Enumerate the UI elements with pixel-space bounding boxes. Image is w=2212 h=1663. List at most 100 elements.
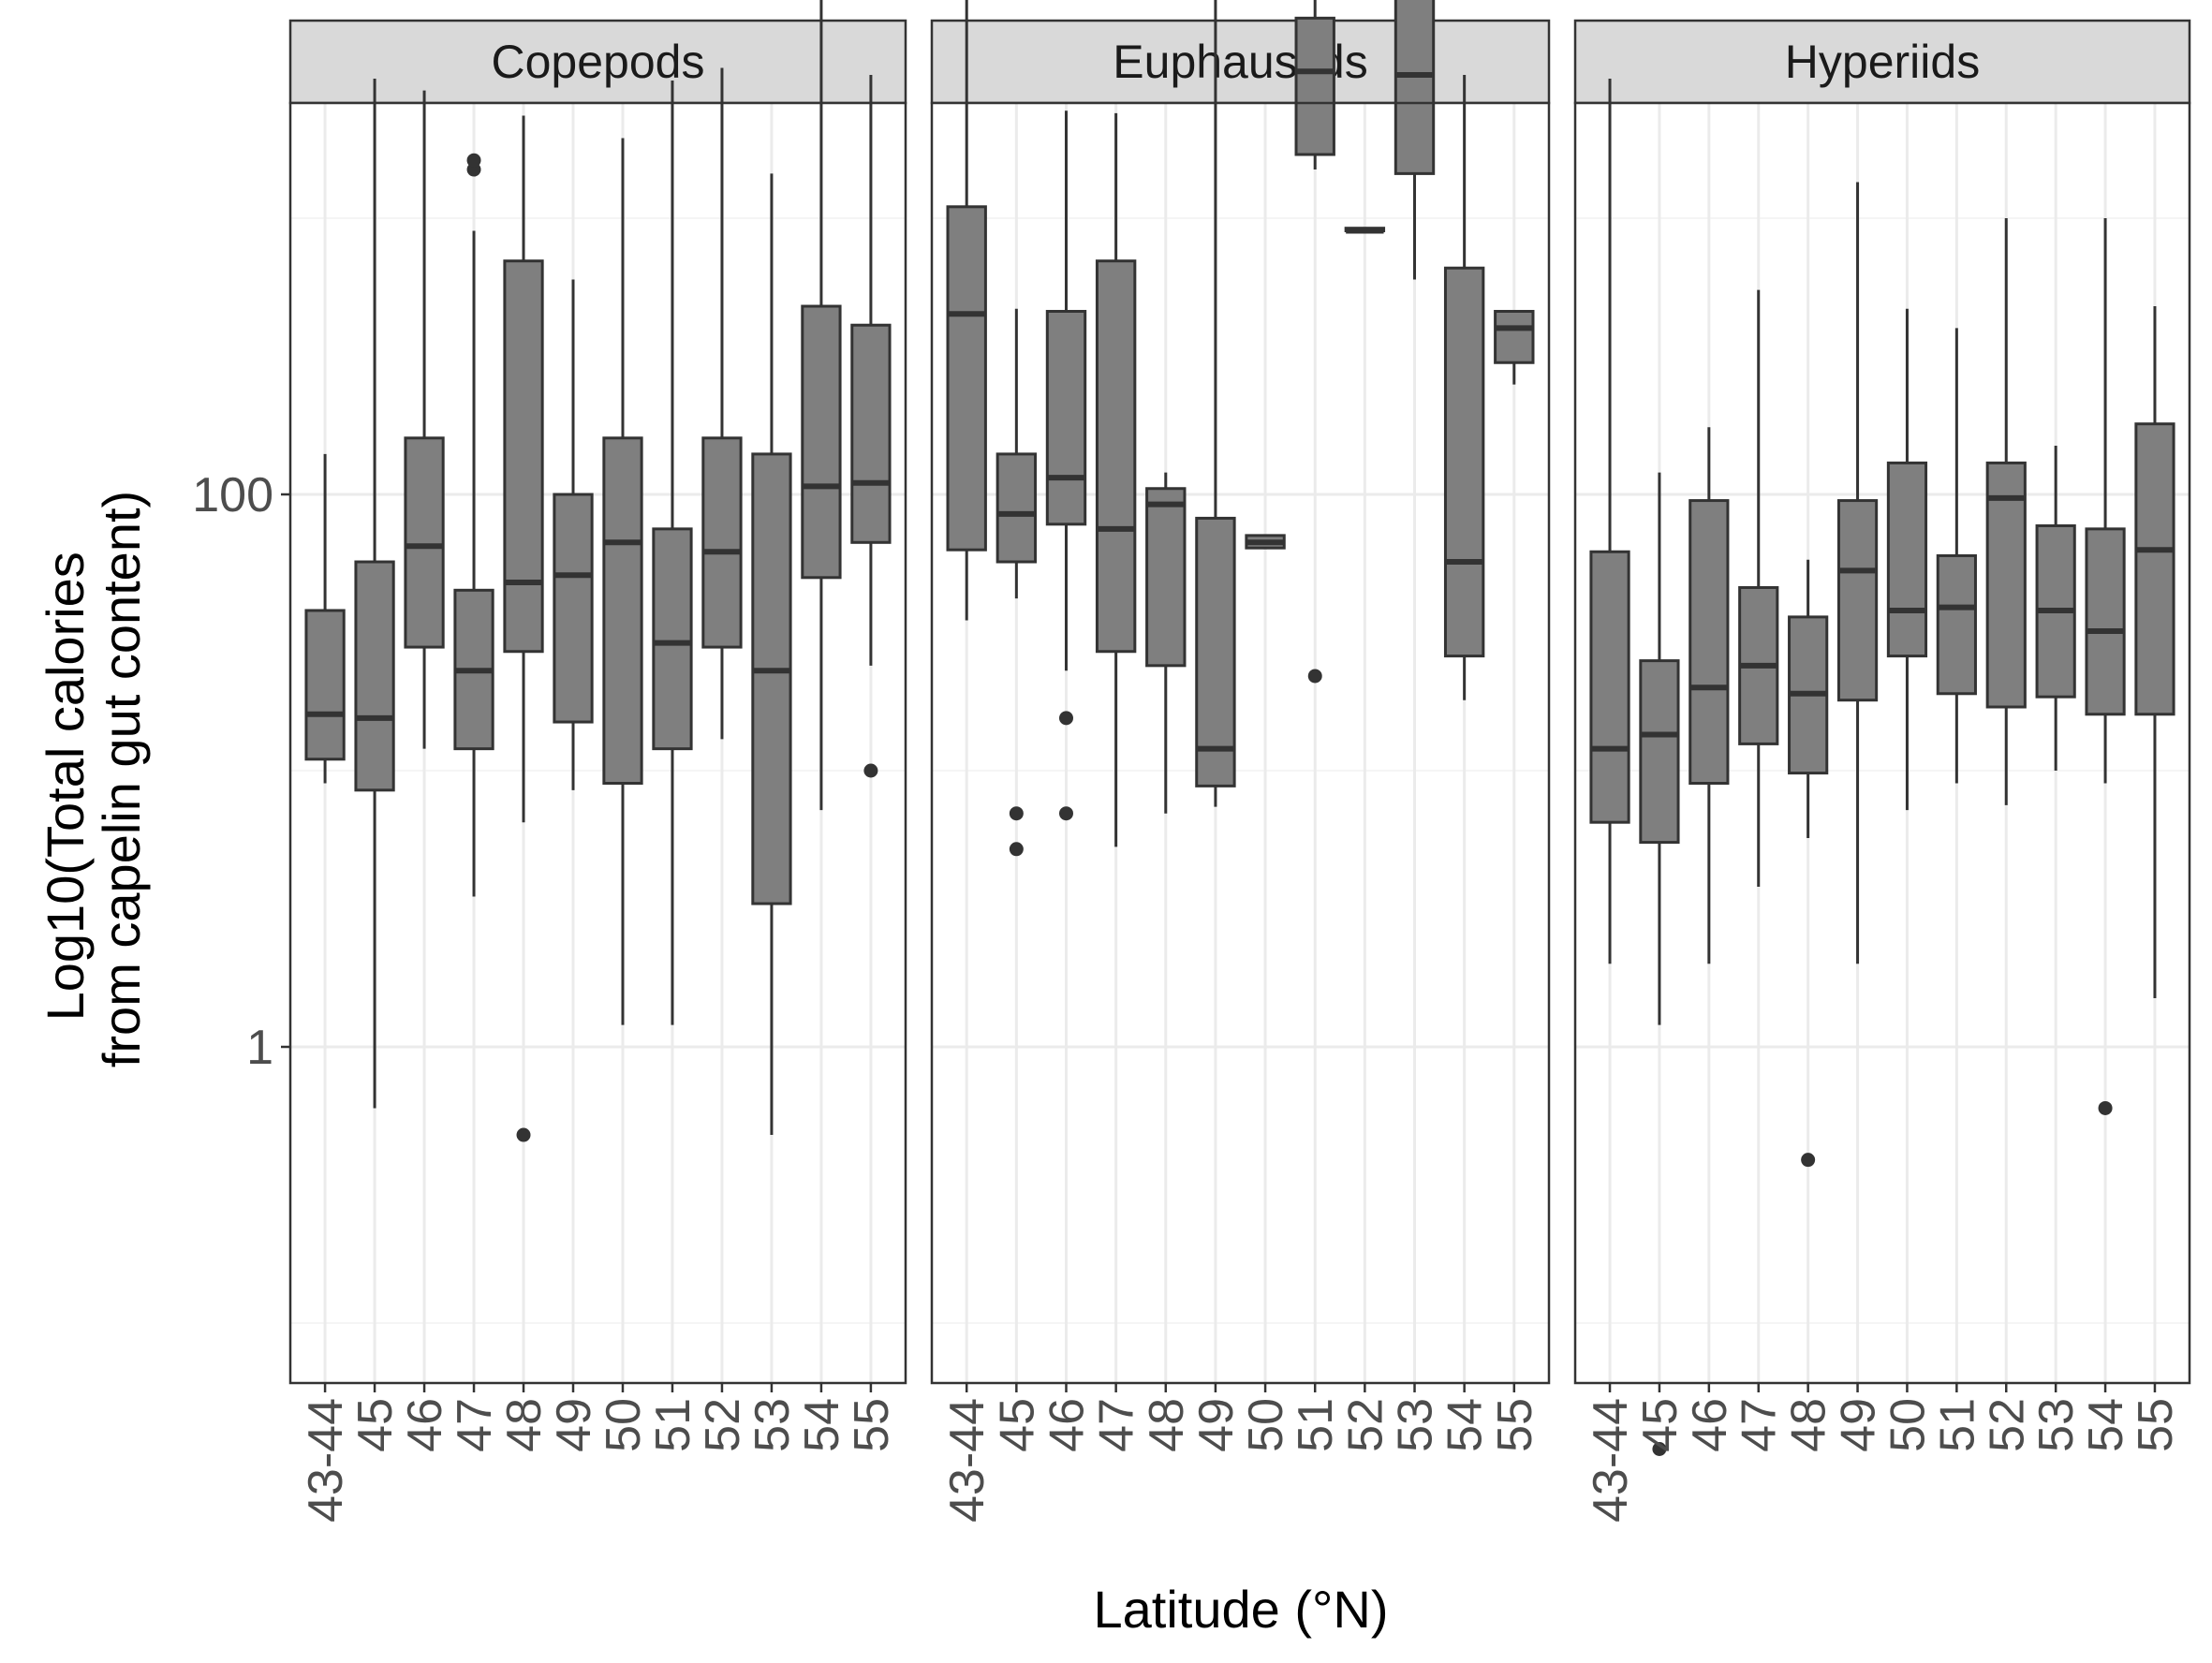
box-47 (453, 153, 494, 897)
x-tick-label: 48 (1782, 1398, 1836, 1452)
box-52 (1344, 227, 1386, 234)
box-iqr (1095, 259, 1137, 654)
x-tick-label: 54 (1438, 1398, 1493, 1452)
x-tick-label: 43-44 (940, 1398, 995, 1523)
x-tick-label: 49 (547, 1398, 601, 1452)
x-tick-label: 52 (1980, 1398, 2034, 1452)
outlier-point (863, 763, 878, 778)
box-iqr (1294, 16, 1335, 156)
box-51 (1936, 328, 1977, 784)
box-iqr (995, 452, 1038, 564)
box-iqr (946, 205, 987, 552)
box-47 (1738, 289, 1779, 887)
box-55 (2134, 306, 2175, 999)
facet-strip (1573, 19, 2191, 105)
outlier-point (1652, 1441, 1667, 1456)
box-iqr (2134, 422, 2175, 716)
box-48 (1145, 472, 1187, 814)
box-43-44 (304, 453, 346, 784)
facet-strip (930, 19, 1551, 105)
box-iqr (553, 493, 594, 724)
x-tick-label: 45 (1633, 1398, 1688, 1452)
box-iqr (503, 259, 544, 654)
box-iqr (1145, 487, 1187, 668)
box-50 (602, 138, 643, 1025)
box-45 (354, 78, 395, 1109)
x-tick-label: 47 (1090, 1398, 1144, 1452)
y-axis-title: Log10(Total calories from capelin gut co… (36, 491, 151, 1067)
box-iqr (1886, 461, 1928, 658)
x-tick-label: 45 (348, 1398, 403, 1452)
box-iqr (1985, 461, 2027, 709)
box-iqr (1394, 0, 1436, 175)
box-52 (701, 67, 743, 740)
box-51 (652, 80, 693, 1025)
box-47 (1095, 112, 1137, 847)
box-55 (850, 75, 892, 778)
box-iqr (1589, 550, 1630, 824)
box-iqr (1936, 553, 1977, 696)
box-46 (1688, 427, 1730, 964)
x-tick-label: 51 (646, 1398, 700, 1452)
outlier-point (2098, 1100, 2113, 1115)
box-52 (1985, 218, 2027, 805)
box-iqr (404, 436, 445, 649)
box-iqr (1443, 266, 1485, 658)
outlier-point (516, 1127, 531, 1142)
box-iqr (652, 527, 693, 751)
outlier-point (1058, 806, 1073, 821)
panels-layer: Copepods43-444546474849505152535455Eupha… (288, 0, 2191, 1523)
facet-strip-label: Hyperiids (1785, 36, 1980, 88)
outlier-point (1009, 842, 1024, 857)
x-tick-label: 55 (845, 1398, 899, 1452)
box-53 (751, 173, 792, 1136)
y-axis: 1 100 (192, 468, 290, 1075)
box-43-44 (946, 0, 987, 621)
x-tick-label: 54 (2079, 1398, 2133, 1452)
facet-strip-label: Copepods (492, 36, 705, 88)
x-tick-label: 55 (2129, 1398, 2183, 1452)
x-tick-label: 49 (1189, 1398, 1244, 1452)
x-tick-label: 53 (1389, 1398, 1443, 1452)
box-iqr (701, 436, 743, 649)
facet-strip (288, 19, 907, 105)
box-45 (995, 308, 1038, 857)
box-53 (2035, 446, 2076, 771)
x-tick-label: 55 (1488, 1398, 1542, 1452)
x-tick-label: 45 (990, 1398, 1044, 1452)
box-50 (1886, 308, 1928, 811)
panel-border (1573, 101, 2191, 1385)
x-tick-label: 46 (1040, 1398, 1094, 1452)
x-tick-label: 49 (1832, 1398, 1886, 1452)
y-axis-title-line-2: from capelin gut content) (92, 491, 151, 1067)
x-tick-label: 50 (1880, 1398, 1935, 1452)
x-tick-label: 53 (2029, 1398, 2084, 1452)
box-48 (1788, 559, 1829, 1168)
box-iqr (751, 452, 792, 905)
box-iqr (1494, 309, 1535, 364)
box-49 (1195, 0, 1236, 807)
outlier-point (466, 153, 481, 168)
y-axis-title-line-1: Log10(Total calories (36, 552, 95, 1021)
box-iqr (1045, 309, 1087, 526)
box-48 (503, 115, 544, 1142)
box-iqr (1688, 499, 1730, 785)
x-tick-label: 52 (696, 1398, 750, 1452)
x-tick-label: 52 (1338, 1398, 1393, 1452)
x-tick-label: 46 (1683, 1398, 1737, 1452)
box-45 (1639, 472, 1680, 1456)
x-tick-label: 51 (1289, 1398, 1343, 1452)
box-46 (404, 90, 445, 749)
x-tick-label: 47 (448, 1398, 502, 1452)
outlier-point (1801, 1153, 1816, 1168)
x-tick-label: 50 (1239, 1398, 1293, 1452)
box-54 (801, 0, 842, 811)
x-tick-label: 48 (497, 1398, 552, 1452)
panel-border (288, 101, 907, 1385)
box-51 (1294, 0, 1335, 684)
x-tick-label: 50 (597, 1398, 651, 1452)
